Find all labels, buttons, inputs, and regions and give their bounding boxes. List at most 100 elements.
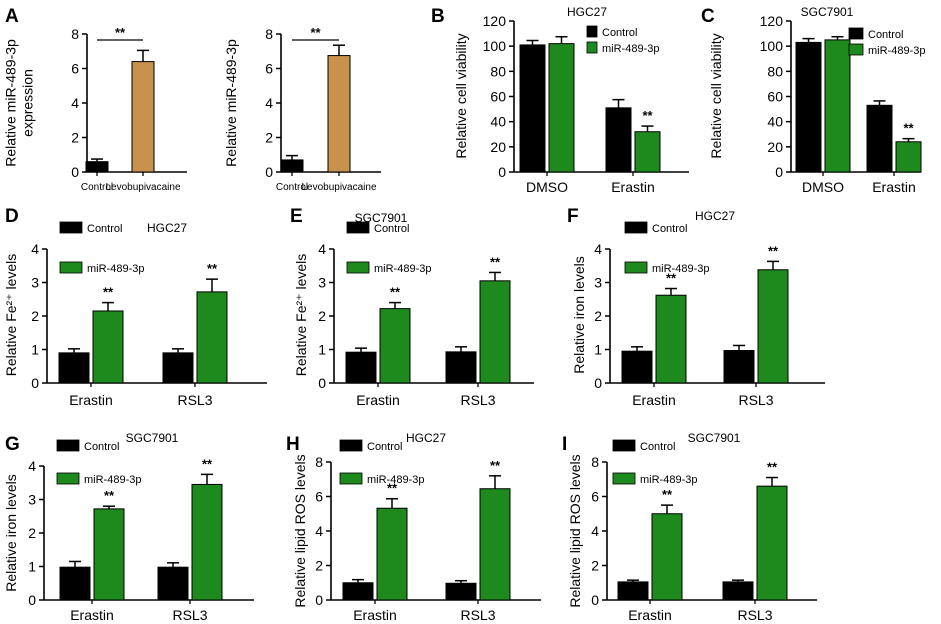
y-axis-label: Relative cell viability xyxy=(708,33,724,158)
legend-swatch-control xyxy=(624,221,648,234)
bar-mir-489-3p-rsl3 xyxy=(196,291,228,384)
x-tick-label: RSL3 xyxy=(177,392,212,408)
legend-swatch-control xyxy=(612,439,636,452)
panel-letter: H xyxy=(286,434,300,455)
chart-title: HGC27 xyxy=(147,221,187,235)
bar-control-erastin xyxy=(58,352,90,384)
panel-letter: G xyxy=(5,434,20,455)
significance-label: ** xyxy=(390,285,401,300)
legend-label: Control xyxy=(602,27,637,39)
legend-label: miR-489-3p xyxy=(640,474,697,486)
y-tick-label: 3 xyxy=(318,275,326,291)
legend-swatch-mir-489-3p xyxy=(59,261,83,274)
y-tick-label: 0 xyxy=(265,164,273,180)
panel-letter: A xyxy=(5,6,19,27)
y-tick-label: 20 xyxy=(767,139,783,155)
legend-swatch-mir-489-3p xyxy=(848,43,864,56)
bar-control xyxy=(85,161,109,173)
legend-swatch-mir-489-3p xyxy=(346,261,370,274)
x-tick-label: Erastin xyxy=(70,607,114,623)
y-tick-label: 2 xyxy=(318,308,326,324)
bar-control-erastin xyxy=(605,107,632,173)
y-tick-label: 120 xyxy=(483,13,507,29)
legend-label: Control xyxy=(367,441,402,453)
bar-levobupivacaine xyxy=(327,55,351,173)
panel-letter: B xyxy=(431,6,445,27)
legend-label: Control xyxy=(374,223,409,235)
bar-mir-489-3p-rsl3 xyxy=(191,483,223,601)
bar-control-rsl3 xyxy=(157,566,189,601)
bar-control-rsl3 xyxy=(445,351,477,384)
panel-a2: Relative miR-489-3p 0 2 4 6 8 ControlLevobupiv… xyxy=(223,25,381,193)
y-tick-label: 100 xyxy=(483,38,507,54)
y-tick-label: 0 xyxy=(315,592,323,608)
legend-swatch-mir-489-3p xyxy=(56,472,80,485)
y-tick-label: 0 xyxy=(594,375,602,391)
bar-control-erastin xyxy=(342,582,374,601)
legend-label: miR-489-3p xyxy=(374,263,431,275)
significance-label: ** xyxy=(387,481,398,496)
bar-mir-489-3p-erastin xyxy=(93,508,125,601)
legend-label: Control xyxy=(652,223,687,235)
significance-label: ** xyxy=(207,261,218,276)
bar-control-rsl3 xyxy=(162,352,194,384)
y-tick-label: 4 xyxy=(594,241,602,257)
y-tick-label: 2 xyxy=(28,525,36,541)
bar-mir-489-3p-rsl3 xyxy=(757,269,789,384)
significance-label: ** xyxy=(490,254,501,269)
y-tick-label: 20 xyxy=(490,139,506,155)
y-tick-label: 1 xyxy=(31,342,39,358)
panel-letter: I xyxy=(562,434,567,455)
x-tick-label: Erastin xyxy=(628,607,672,623)
panel-i: I SGC7901 Relative lipid ROS levels 0 2 4 6 8 **… xyxy=(562,431,817,623)
legend-swatch-control xyxy=(59,221,83,234)
significance-label: ** xyxy=(768,243,779,258)
legend-swatch-mir-489-3p xyxy=(612,472,636,485)
y-tick-label: 1 xyxy=(28,559,36,575)
y-tick-label: 2 xyxy=(315,558,323,574)
legend-swatch-control xyxy=(339,439,363,452)
significance-label: ** xyxy=(104,488,115,503)
x-tick-label: Erastin xyxy=(353,607,397,623)
bar-control-rsl3 xyxy=(723,350,755,384)
panel-g: G SGC7901 Relative iron levels 0 1 2 3 4 ** Erast… xyxy=(3,431,254,623)
bar-control-erastin xyxy=(345,351,377,384)
x-tick-label: Control xyxy=(81,182,113,193)
y-tick-label: 40 xyxy=(767,114,783,130)
y-tick-label: 0 xyxy=(31,375,39,391)
bar-mir-489-3p-rsl3 xyxy=(479,488,511,601)
bar-mir-489-3p-erastin xyxy=(92,310,124,384)
chart-title: SGC7901 xyxy=(801,5,854,19)
panel-e: E SGC7901 Relative Fe²⁺ levels 0 1 2 3 4 ** Erast… xyxy=(290,206,534,408)
legend-swatch-mir-489-3p xyxy=(624,261,648,274)
significance-label: ** xyxy=(642,108,653,123)
legend-label: miR-489-3p xyxy=(652,263,709,275)
y-tick-label: 0 xyxy=(591,592,599,608)
panel-h: H HGC27 Relative lipid ROS levels 0 2 4 6 8 ** Er… xyxy=(286,431,541,623)
x-tick-label: RSL3 xyxy=(737,607,772,623)
bar-mir-489-3p-erastin xyxy=(376,507,408,601)
legend-swatch-mir-489-3p xyxy=(586,41,598,54)
y-axis-label: Relative iron levels xyxy=(3,474,19,592)
y-axis-label: Relative lipid ROS levels xyxy=(567,454,583,607)
panel-letter: C xyxy=(701,6,715,27)
y-axis-label: Relative iron levels xyxy=(571,256,587,374)
legend-label: Control xyxy=(87,223,122,235)
x-tick-label: Erastin xyxy=(356,392,400,408)
bar-control-dmso xyxy=(519,44,546,173)
x-tick-label: RSL3 xyxy=(738,392,773,408)
bar-control xyxy=(280,159,304,173)
y-tick-label: 1 xyxy=(318,342,326,358)
x-tick-label: DMSO xyxy=(526,179,568,195)
x-tick-label: Levobupivacaine xyxy=(105,182,180,193)
bar-control-rsl3 xyxy=(445,582,477,601)
y-tick-label: 2 xyxy=(591,558,599,574)
y-tick-label: 60 xyxy=(767,89,783,105)
bar-levobupivacaine xyxy=(131,61,155,173)
panel-a1: A Relative miR-489-3p expression 0 2 4 6 8 Contr… xyxy=(3,6,187,193)
y-tick-label: 0 xyxy=(775,164,783,180)
panel-b: B HGC27 Relative cell viability 0 20 40 60 80 10… xyxy=(431,5,689,195)
y-tick-label: 8 xyxy=(71,26,79,42)
chart-title: HGC27 xyxy=(406,431,446,445)
